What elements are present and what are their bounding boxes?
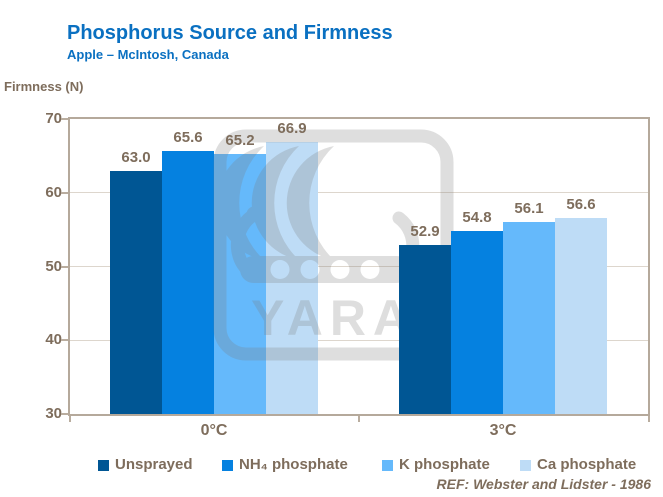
yara-watermark-text: YARA	[251, 290, 416, 346]
y-tick-mark-50	[61, 265, 68, 268]
bar-value-label: 52.9	[410, 223, 440, 241]
y-tick-mark-40	[61, 339, 68, 342]
bar-group-3c	[70, 119, 648, 414]
bar-3°C-Ca phosphate	[555, 217, 607, 414]
bar-0°C-K phosphate	[214, 154, 266, 414]
gridline-60	[70, 192, 648, 194]
plot-area: YARA 63.0 65.6 65.2 66.9 52.9 54.8 56.1 56.6	[68, 117, 650, 416]
bar-value-label: 65.2	[225, 132, 255, 150]
y-tick-label-70: 70	[45, 110, 62, 127]
y-tick-label-30: 30	[45, 405, 62, 422]
y-axis-title: Firmness (N)	[4, 79, 84, 94]
legend-item-NH₄ phosphate: NH₄ phosphate	[222, 456, 348, 473]
bar-3°C-NH₄ phosphate	[451, 231, 503, 414]
bar-0°C-Ca phosphate	[266, 141, 318, 414]
legend-swatch	[382, 459, 393, 471]
legend-label: Ca phosphate	[537, 456, 637, 473]
bar-value-label: 54.8	[462, 209, 492, 227]
y-tick-label-40: 40	[45, 331, 62, 349]
bar-value-label: 63.0	[121, 148, 151, 166]
y-tick-label-50: 50	[45, 257, 62, 275]
x-category-label-0: 0°C	[200, 422, 228, 439]
y-tick-label-60: 60	[45, 183, 62, 201]
legend-item-Unsprayed: Unsprayed	[98, 456, 193, 473]
bar-0°C-Unsprayed	[110, 170, 162, 414]
bar-3°C-K phosphate	[503, 221, 555, 414]
legend-label: Unsprayed	[115, 456, 193, 473]
x-tick-mark-0	[69, 416, 71, 422]
y-tick-mark-30	[61, 413, 68, 415]
legend-item-K phosphate: K phosphate	[382, 456, 490, 473]
legend-swatch	[520, 459, 531, 471]
bar-group-0c	[70, 119, 648, 414]
legend-swatch	[222, 459, 233, 471]
reference-note: REF: Webster and Lidster - 1986	[436, 476, 651, 492]
bar-0°C-NH₄ phosphate	[162, 151, 214, 414]
legend-label: K phosphate	[399, 456, 490, 473]
x-tick-mark-1	[358, 416, 360, 422]
page-title: Phosphorus Source and Firmness	[67, 22, 393, 44]
gridline-40	[70, 339, 648, 341]
page-subtitle: Apple – McIntosh, Canada	[67, 47, 229, 62]
gridline-50	[70, 266, 648, 267]
x-category-label-1: 3°C	[489, 422, 517, 439]
bar-value-label: 56.1	[514, 199, 544, 217]
x-tick-mark-2	[648, 416, 650, 422]
yara-watermark-logo: YARA	[213, 129, 454, 361]
bar-value-label: 65.6	[173, 129, 203, 147]
y-tick-mark-60	[61, 191, 68, 194]
legend-item-Ca phosphate: Ca phosphate	[520, 456, 636, 473]
bar-value-label: 56.6	[566, 195, 596, 213]
legend-label: NH₄ phosphate	[239, 456, 348, 473]
y-tick-mark-70	[61, 118, 68, 120]
legend-swatch	[98, 459, 109, 471]
bar-3°C-Unsprayed	[399, 245, 451, 414]
bar-value-label: 66.9	[277, 119, 307, 137]
